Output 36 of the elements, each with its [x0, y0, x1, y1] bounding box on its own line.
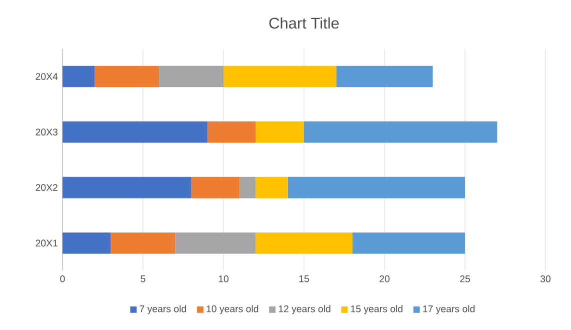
bar	[240, 176, 256, 198]
x-tick-label: 5	[140, 275, 146, 282]
bar	[224, 66, 336, 88]
x-tick-label: 20	[380, 275, 390, 282]
bar	[352, 232, 465, 254]
bar	[288, 176, 465, 198]
bar	[175, 232, 256, 254]
legend-label: 17 years old	[423, 305, 475, 314]
bar	[304, 121, 498, 143]
y-tick-label: 20X3	[36, 128, 58, 136]
y-tick-label: 20X4	[36, 72, 58, 80]
bar	[62, 176, 192, 198]
chart-title: Chart Title	[269, 17, 339, 29]
bar	[62, 121, 208, 143]
legend-label: 7 years old	[140, 305, 186, 314]
bar	[62, 232, 111, 254]
bar	[110, 232, 176, 254]
x-tick-label: 0	[60, 275, 65, 282]
x-tick-label: 15	[299, 275, 309, 282]
bar	[256, 121, 304, 143]
bar	[256, 232, 352, 254]
legend-label: 15 years old	[351, 305, 402, 314]
bar	[159, 66, 224, 88]
legend-label: 12 years old	[278, 305, 330, 314]
bar	[336, 66, 433, 88]
legend-label: 10 years old	[206, 305, 258, 314]
x-tick-label: 10	[218, 275, 228, 282]
y-tick-label: 20X1	[36, 240, 58, 246]
bar	[207, 121, 256, 143]
bar	[191, 176, 240, 198]
x-tick-label: 30	[540, 275, 550, 282]
bar	[256, 176, 288, 198]
y-tick-label: 20X2	[36, 184, 58, 191]
bar	[94, 66, 160, 88]
bar	[62, 66, 95, 88]
x-tick-label: 25	[460, 275, 470, 282]
